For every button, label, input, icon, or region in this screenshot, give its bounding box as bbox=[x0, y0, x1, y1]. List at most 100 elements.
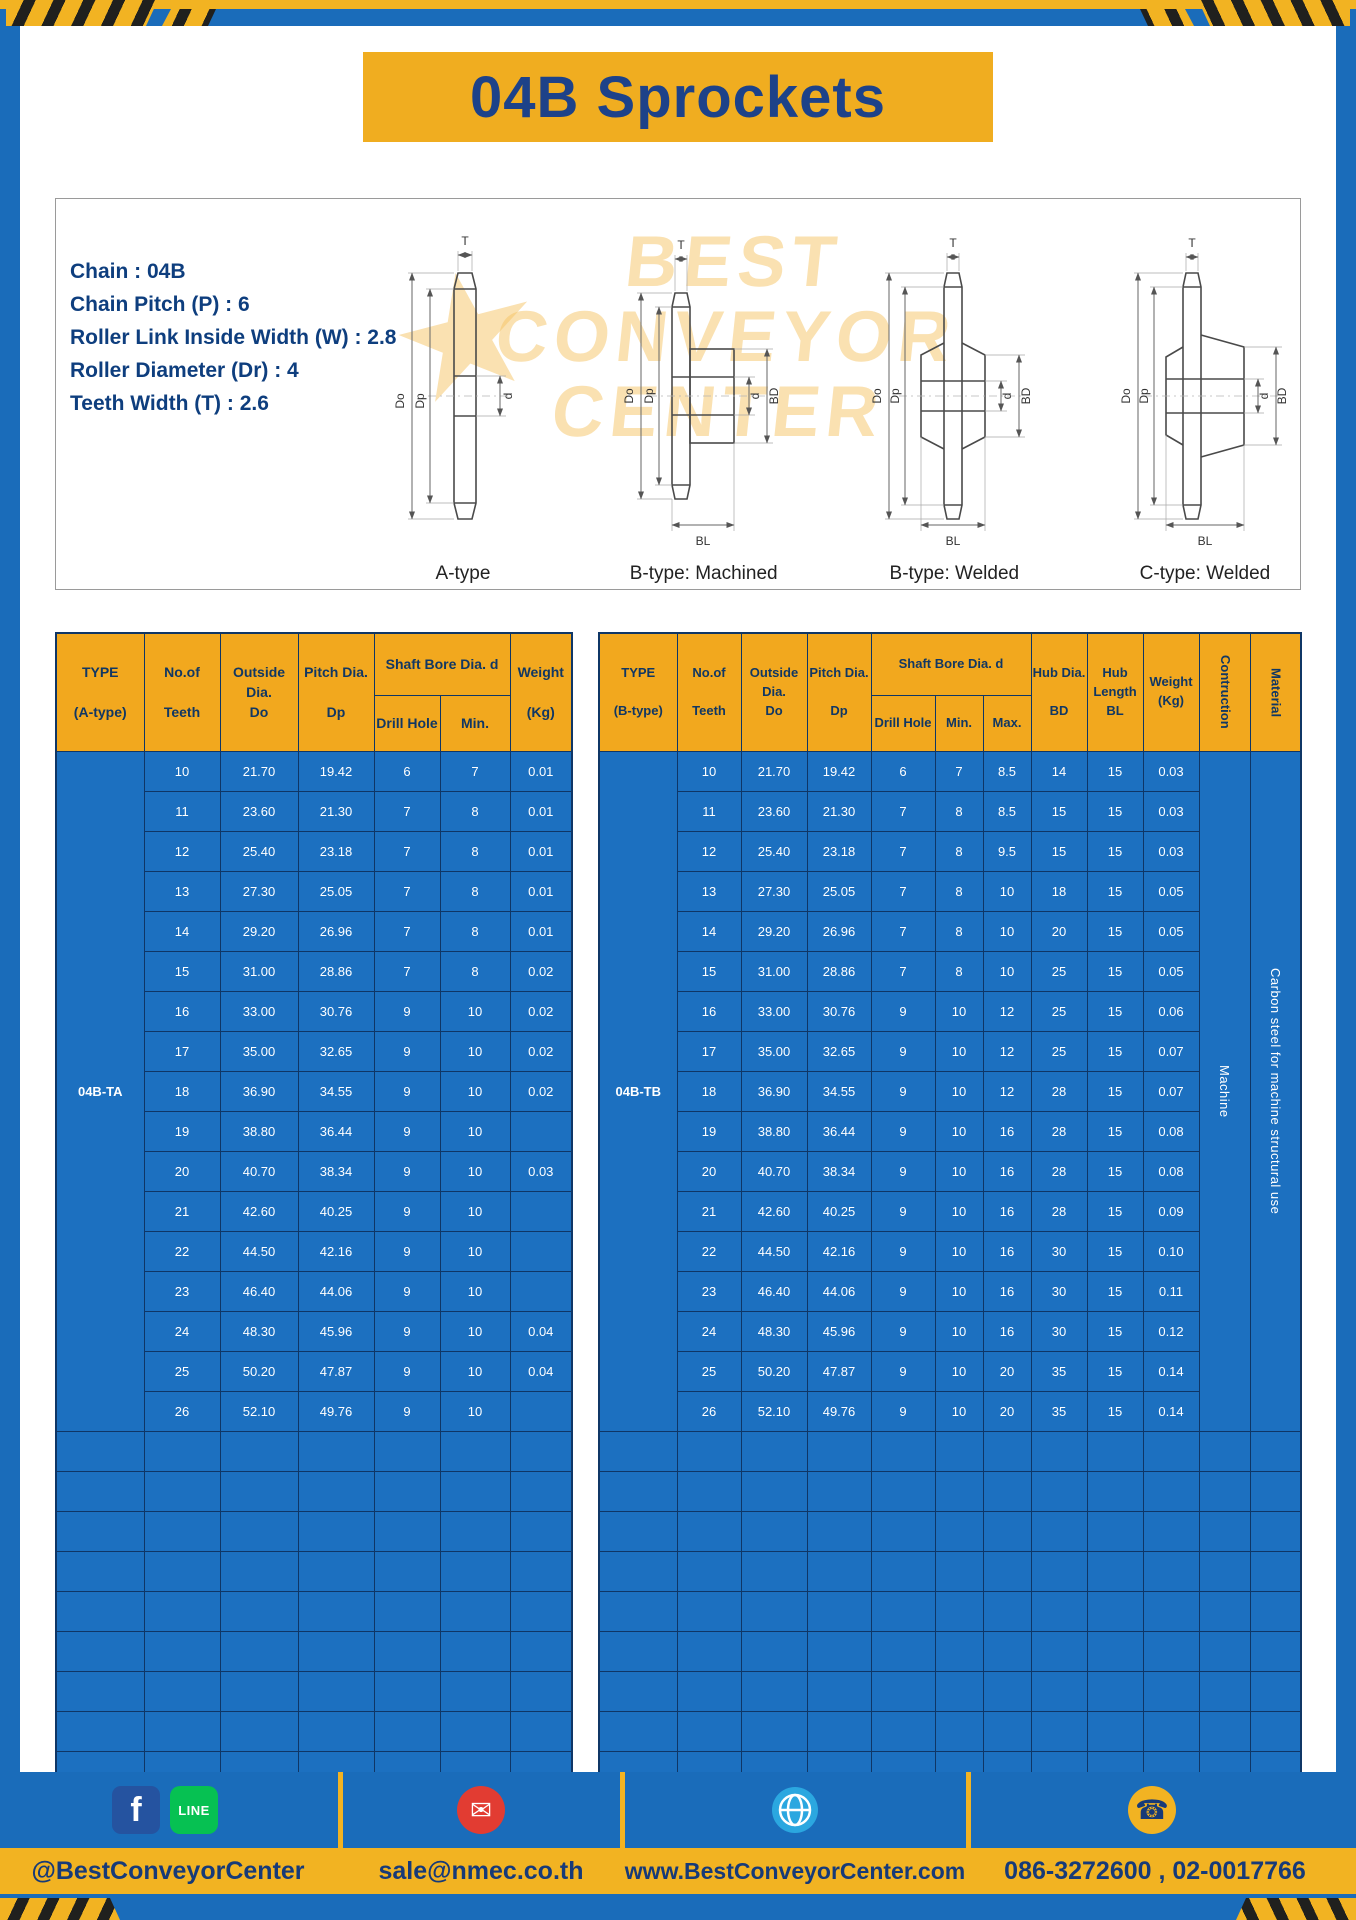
table-row: 13 27.30 25.05 7 8 10 18 15 0.05 bbox=[599, 870, 1301, 912]
data-cell: 45.96 bbox=[806, 1310, 872, 1352]
data-cell: 0.09 bbox=[1142, 1190, 1200, 1232]
spec-teeth-width: Teeth Width (T) : 2.6 bbox=[70, 392, 269, 415]
data-cell: 21.70 bbox=[219, 750, 299, 792]
data-cell: 15 bbox=[1086, 790, 1144, 832]
data-cell: 30.76 bbox=[297, 990, 375, 1032]
data-cell: 28 bbox=[1030, 1110, 1088, 1152]
hazard-stripe-top-left bbox=[6, 0, 158, 26]
empty-cell bbox=[439, 1430, 511, 1472]
diagram-row: T Do Dp d A-type bbox=[388, 211, 1290, 585]
data-cell: 10 bbox=[934, 1230, 984, 1272]
data-cell: 10 bbox=[439, 1150, 511, 1192]
data-cell: 9 bbox=[373, 1030, 441, 1072]
empty-cell bbox=[509, 1670, 573, 1712]
data-cell: 8 bbox=[439, 830, 511, 872]
empty-cell bbox=[1142, 1590, 1200, 1632]
empty-cell bbox=[870, 1590, 936, 1632]
data-cell: 14 bbox=[1030, 750, 1088, 792]
data-cell: 0.02 bbox=[509, 1070, 573, 1112]
data-cell: 20 bbox=[1030, 910, 1088, 952]
empty-cell bbox=[143, 1630, 221, 1672]
email-address[interactable]: sale@nmec.co.th bbox=[378, 1857, 584, 1885]
figure-a-type: T Do Dp d A-type bbox=[388, 231, 538, 585]
construction-cell: Machine bbox=[1198, 750, 1251, 1432]
data-cell: 7 bbox=[373, 870, 441, 912]
empty-cell bbox=[870, 1510, 936, 1552]
data-cell: 50.20 bbox=[219, 1350, 299, 1392]
website-url[interactable]: www.BestConveyorCenter.com bbox=[624, 1858, 966, 1884]
data-cell: 10 bbox=[934, 1310, 984, 1352]
data-cell: 9 bbox=[870, 1030, 936, 1072]
data-cell: 0.11 bbox=[1142, 1270, 1200, 1312]
empty-cell bbox=[1030, 1510, 1088, 1552]
empty-cell bbox=[509, 1590, 573, 1632]
empty-cell bbox=[934, 1630, 984, 1672]
empty-cell bbox=[1030, 1630, 1088, 1672]
table-row: 24 48.30 45.96 9 10 0.04 bbox=[56, 1310, 573, 1352]
empty-cell bbox=[1030, 1430, 1088, 1472]
data-cell: 15 bbox=[1086, 750, 1144, 792]
empty-row bbox=[55, 1470, 573, 1512]
empty-cell bbox=[598, 1710, 678, 1752]
line-icon[interactable]: LINE bbox=[170, 1786, 218, 1834]
empty-cell bbox=[509, 1550, 573, 1592]
data-cell: 0.07 bbox=[1142, 1030, 1200, 1072]
empty-cell bbox=[1086, 1470, 1144, 1512]
empty-row bbox=[598, 1710, 1302, 1752]
empty-cell bbox=[439, 1630, 511, 1672]
data-cell: 47.87 bbox=[806, 1350, 872, 1392]
table-row: 14 29.20 26.96 7 8 0.01 bbox=[56, 910, 573, 952]
data-cell: 42.60 bbox=[219, 1190, 299, 1232]
data-cell: 18 bbox=[1030, 870, 1088, 912]
b-type-welded-diagram: T Do Dp d BD bbox=[870, 236, 1033, 548]
data-cell: 12 bbox=[676, 830, 742, 872]
spec-list: Chain : 04B Chain Pitch (P) : 6 Roller L… bbox=[70, 255, 396, 420]
empty-cell bbox=[509, 1630, 573, 1672]
empty-cell bbox=[870, 1430, 936, 1472]
empty-row bbox=[55, 1710, 573, 1752]
empty-cell bbox=[740, 1550, 808, 1592]
phone-icon[interactable]: ☎ bbox=[1128, 1786, 1176, 1834]
data-cell: 0.08 bbox=[1142, 1110, 1200, 1152]
footer-divider bbox=[338, 1772, 343, 1848]
data-cell: 10 bbox=[934, 990, 984, 1032]
col-header-construction: Contruction bbox=[1198, 632, 1251, 752]
empty-cell bbox=[55, 1430, 145, 1472]
table-row: 19 38.80 36.44 9 10 16 28 15 0.08 bbox=[599, 1110, 1301, 1152]
dim-label-bl: BL bbox=[695, 534, 710, 548]
table-row: 04B-TB 10 21.70 19.42 6 7 8.5 14 15 0.03 Machine Ca… bbox=[598, 750, 1302, 1432]
data-cell: 12 bbox=[982, 990, 1032, 1032]
globe-icon[interactable] bbox=[771, 1786, 819, 1834]
empty-cell bbox=[740, 1470, 808, 1512]
email-icon[interactable]: ✉ bbox=[457, 1786, 505, 1834]
empty-cell bbox=[1249, 1550, 1302, 1592]
empty-cell bbox=[143, 1590, 221, 1632]
empty-cell bbox=[1198, 1670, 1251, 1712]
empty-row bbox=[598, 1550, 1302, 1592]
facebook-icon[interactable]: f bbox=[112, 1786, 160, 1834]
table-row: 12 25.40 23.18 7 8 0.01 bbox=[56, 830, 573, 872]
empty-cell bbox=[740, 1630, 808, 1672]
data-cell: 21 bbox=[143, 1190, 221, 1232]
col-header-teeth: No.of Teeth bbox=[676, 632, 742, 752]
empty-cell bbox=[1142, 1510, 1200, 1552]
table-row: 25 50.20 47.87 9 10 0.04 bbox=[56, 1350, 573, 1392]
data-cell: 15 bbox=[1030, 830, 1088, 872]
empty-cell bbox=[1249, 1710, 1302, 1752]
data-cell: 9 bbox=[870, 1270, 936, 1312]
empty-cell bbox=[1086, 1510, 1144, 1552]
data-cell: 10 bbox=[439, 1230, 511, 1272]
data-cell: 0.03 bbox=[1142, 790, 1200, 832]
data-cell: 0.04 bbox=[509, 1310, 573, 1352]
data-cell: 27.30 bbox=[219, 870, 299, 912]
data-cell: 15 bbox=[1086, 1150, 1144, 1192]
empty-cell bbox=[55, 1510, 145, 1552]
data-cell: 48.30 bbox=[740, 1310, 808, 1352]
data-cell: 9 bbox=[870, 1230, 936, 1272]
col-header-pitch-dia: Pitch Dia. Dp bbox=[297, 632, 375, 752]
phone-numbers[interactable]: 086-3272600 , 02-0017766 bbox=[1004, 1857, 1306, 1885]
empty-cell bbox=[1249, 1590, 1302, 1632]
empty-cell bbox=[219, 1590, 299, 1632]
social-handle[interactable]: @BestConveyorCenter bbox=[31, 1857, 305, 1885]
